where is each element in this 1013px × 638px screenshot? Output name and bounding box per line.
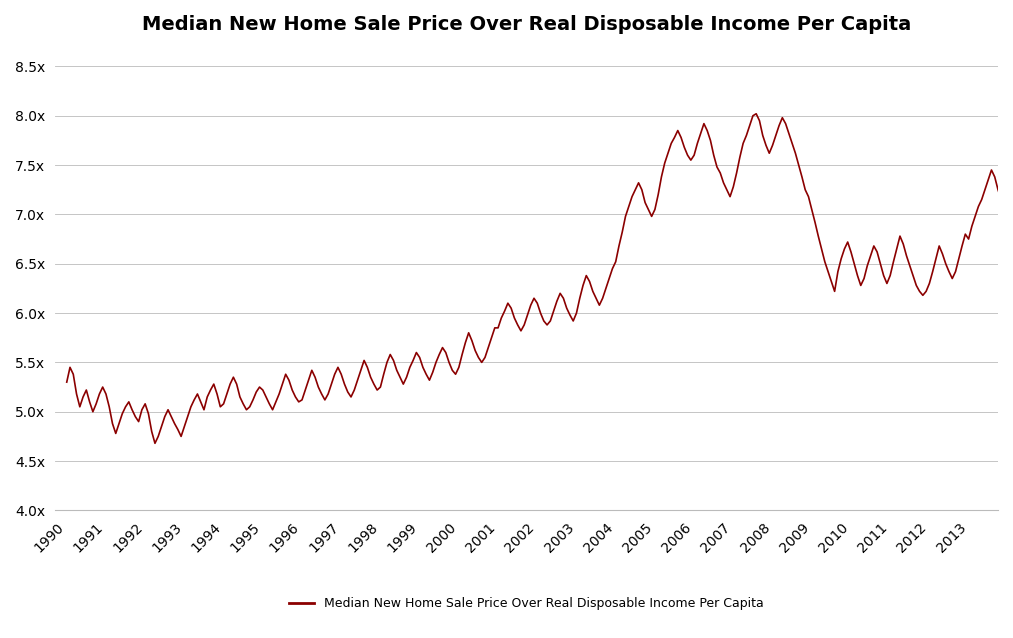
Legend: Median New Home Sale Price Over Real Disposable Income Per Capita: Median New Home Sale Price Over Real Dis… [284,593,769,616]
Title: Median New Home Sale Price Over Real Disposable Income Per Capita: Median New Home Sale Price Over Real Dis… [142,15,911,34]
